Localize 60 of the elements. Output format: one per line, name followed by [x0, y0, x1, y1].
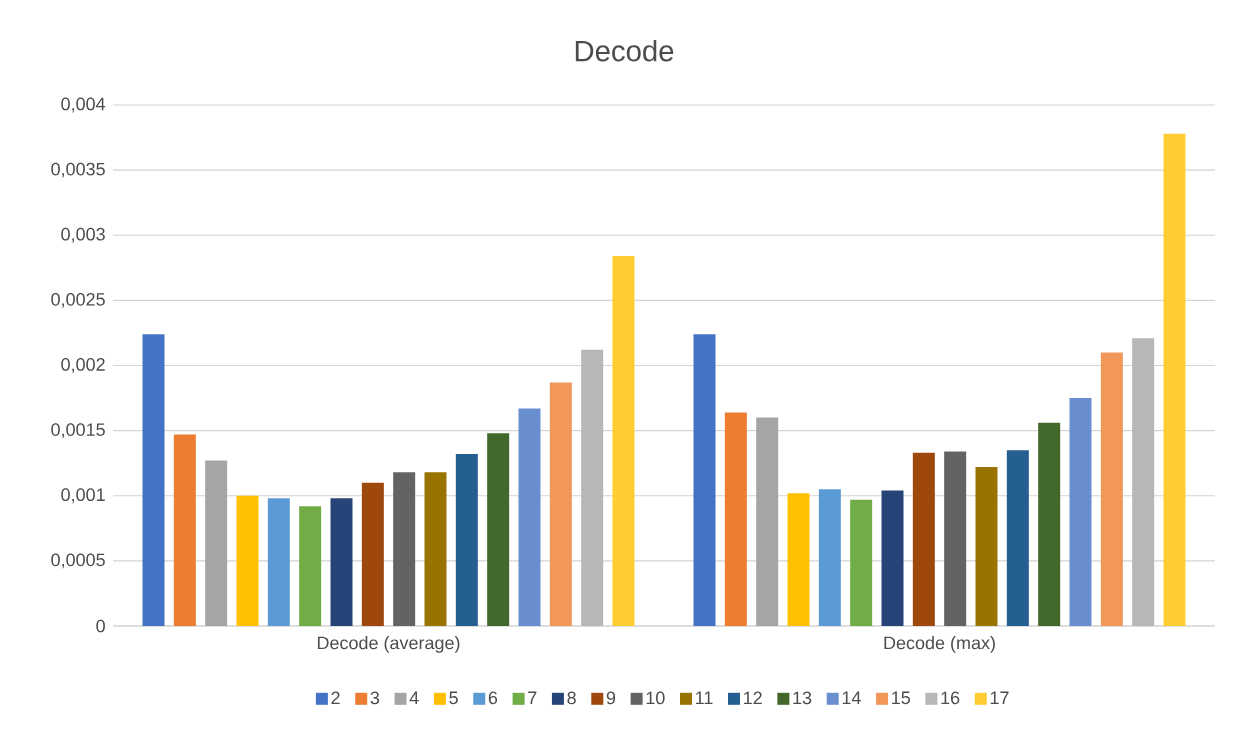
y-tick-label: 0,0015 [51, 423, 105, 439]
bar [361, 482, 384, 626]
bar [944, 451, 967, 626]
chart-title: Decode [575, 39, 674, 62]
bar [393, 472, 416, 626]
x-tick-label: Decode (max) [884, 636, 995, 653]
legend-label: 6 [488, 691, 498, 705]
bar [975, 467, 998, 626]
legend-label: 16 [941, 691, 960, 705]
bar [205, 460, 228, 626]
bar [330, 498, 353, 626]
bar [724, 412, 747, 626]
bar [693, 334, 716, 626]
bar [299, 506, 322, 626]
legend-label: 9 [606, 691, 616, 705]
y-tick-label: 0,0035 [51, 162, 105, 178]
bar [549, 382, 572, 626]
bar [267, 498, 290, 626]
legend-label: 2 [331, 691, 340, 705]
bar [881, 490, 904, 626]
legend-label: 7 [528, 691, 537, 704]
legend-label: 3 [370, 691, 380, 705]
bar [756, 417, 779, 626]
y-tick-label: 0 [96, 619, 105, 633]
y-tick-label: 0,004 [61, 97, 106, 113]
legend-label: 17 [990, 691, 1009, 704]
legend-label: 5 [449, 691, 458, 705]
bar [518, 408, 541, 626]
y-tick-label: 0,003 [61, 227, 105, 243]
legend-label: 15 [892, 691, 910, 705]
legend-label: 14 [842, 691, 861, 704]
bar [818, 489, 841, 626]
bar [1163, 133, 1186, 626]
y-tick-label: 0,0025 [51, 292, 105, 308]
legend-label: 13 [793, 691, 812, 705]
bar [1006, 450, 1029, 626]
x-tick-label: Decode (average) [317, 636, 460, 653]
y-tick-label: 0,001 [61, 488, 105, 504]
y-tick-label: 0,0005 [51, 553, 105, 569]
bar [236, 495, 259, 626]
bar [142, 334, 165, 626]
legend-label: 4 [409, 691, 419, 704]
bar [581, 349, 604, 626]
bar [455, 454, 478, 626]
bar [173, 434, 196, 626]
bar [487, 433, 510, 626]
bar [1038, 422, 1061, 626]
bar [1132, 338, 1155, 626]
legend-label: 11 [696, 691, 713, 704]
bar [787, 493, 810, 626]
legend-label: 10 [646, 691, 665, 705]
bar [612, 256, 635, 626]
bar [912, 452, 935, 626]
legend-label: 12 [744, 691, 762, 705]
bar [850, 499, 873, 626]
legend-label: 8 [567, 691, 576, 705]
bar [1069, 398, 1092, 626]
y-tick-label: 0,002 [61, 358, 105, 373]
bar [1100, 352, 1123, 626]
bar [424, 472, 447, 626]
